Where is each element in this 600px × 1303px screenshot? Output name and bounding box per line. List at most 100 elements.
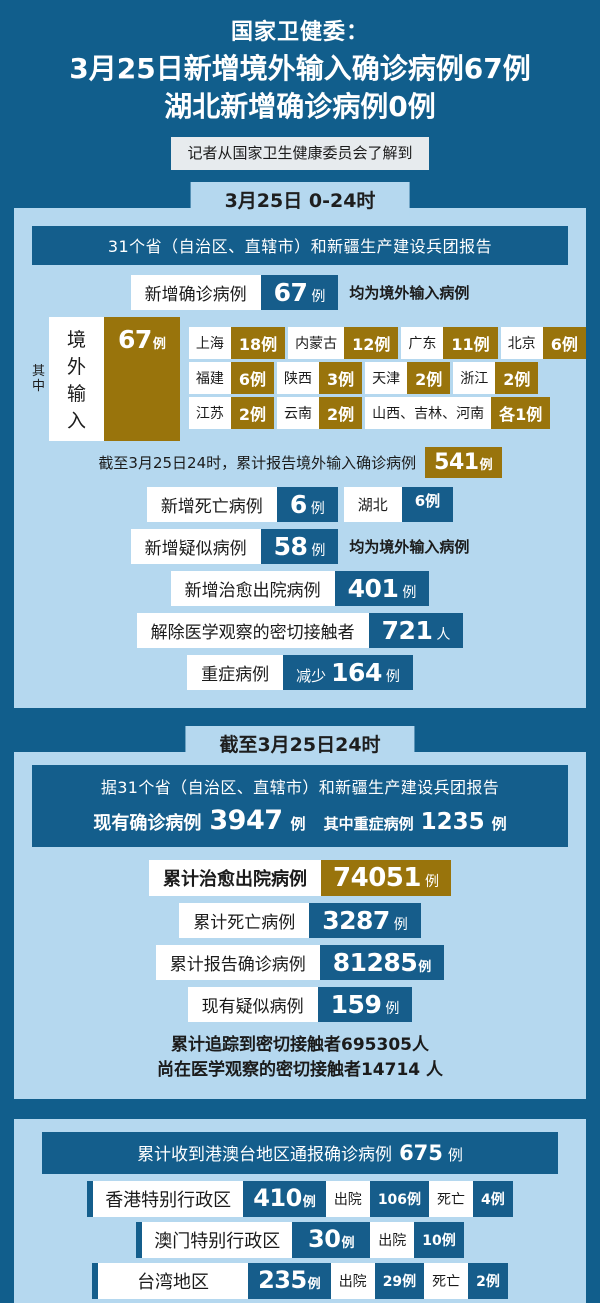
headline-line-1: 3月25日新增境外输入确诊病例67例 — [69, 52, 531, 85]
row-new-suspected: 新增疑似病例 58 例 均为境外输入病例 — [24, 529, 576, 564]
cumulative-confirmed-label: 累计报告确诊病例 — [155, 945, 320, 980]
qizhong-char-2: 中 — [32, 379, 46, 394]
new-deaths-label: 新增死亡病例 — [146, 487, 277, 522]
region-unit: 例 — [307, 1277, 321, 1292]
new-discharged-value-chip: 401 例 — [334, 571, 430, 606]
new-deaths-value: 6 — [289, 490, 307, 519]
province-row: 福建 6例 陕西 3例 天津 2例 浙江 2例 — [188, 361, 586, 394]
severe-cases-prefix: 减少 — [296, 667, 327, 685]
row-cumulative-deaths: 累计死亡病例 3287 例 — [24, 903, 576, 938]
province-value: 2例 — [495, 361, 539, 394]
region-value-chip: 410 例 — [243, 1181, 326, 1217]
current-confirmed-label: 现有确诊病例 — [93, 813, 202, 834]
regions-head-band: 累计收到港澳台地区通报确诊病例 675 例 — [42, 1132, 558, 1174]
region-discharge-value: 106例 — [369, 1181, 430, 1217]
province-value: 3例 — [318, 361, 363, 394]
region-name: 香港特别行政区 — [93, 1181, 244, 1217]
new-confirmed-value: 67 — [273, 278, 308, 307]
row-new-confirmed: 新增确诊病例 67 例 均为境外输入病例 — [24, 275, 576, 310]
row-severe-cases: 重症病例 减少 164 例 — [24, 655, 576, 690]
contacts-notes: 累计追踪到密切接触者695305人 尚在医学观察的密切接触者14714 人 — [24, 1033, 576, 1083]
row-cumulative-discharged: 累计治愈出院病例 74051 例 — [24, 860, 576, 896]
region-discharge-value: 29例 — [374, 1263, 425, 1299]
row-current-suspected: 现有疑似病例 159 例 — [24, 987, 576, 1022]
province-name: 上海 — [188, 326, 231, 359]
panel-regions: 累计收到港澳台地区通报确诊病例 675 例 香港特别行政区 410 例 出院 1… — [14, 1119, 586, 1303]
panel-2-wrapper: 截至3月25日24时 据31个省（自治区、直辖市）和新疆生产建设兵团报告 现有确… — [0, 726, 600, 1099]
imported-value: 67 — [118, 325, 152, 354]
new-suspected-value: 58 — [273, 532, 308, 561]
cumulative-imported-line: 截至3月25日24时，累计报告境外输入确诊病例 541 例 — [24, 447, 576, 478]
released-contacts-unit: 人 — [436, 627, 451, 643]
imported-unit: 例 — [152, 337, 166, 352]
cumulative-deaths-value-chip: 3287 例 — [309, 903, 421, 938]
regions-head-text: 累计收到港澳台地区通报确诊病例 — [137, 1145, 393, 1165]
province-value: 11例 — [443, 326, 498, 359]
region-unit: 例 — [341, 1236, 355, 1251]
severe-cases-unit-2: 例 — [491, 815, 507, 833]
new-deaths-hubei-value: 6例 — [414, 492, 441, 510]
panel-3-wrapper: 累计收到港澳台地区通报确诊病例 675 例 香港特别行政区 410 例 出院 1… — [0, 1119, 600, 1303]
current-suspected-value-chip: 159 例 — [317, 987, 413, 1022]
province-row: 上海 18例 内蒙古 12例 广东 11例 北京 6例 — [188, 326, 586, 359]
region-death-value: 2例 — [468, 1263, 508, 1299]
header-subnote: 记者从国家卫生健康委员会了解到 — [171, 137, 429, 170]
header-kicker: 国家卫健委： — [230, 20, 369, 45]
panel-2-report-line: 据31个省（自治区、直辖市）和新疆生产建设兵团报告 — [100, 778, 500, 797]
region-value: 410 — [253, 1184, 302, 1212]
province-value: 各1例 — [491, 396, 551, 429]
imported-label: 境外输入 — [49, 317, 105, 441]
province-value: 2例 — [318, 396, 363, 429]
province-grid: 上海 18例 内蒙古 12例 广东 11例 北京 6例 福建 6例 陕西 3例 … — [188, 326, 586, 432]
severe-cases-unit: 例 — [385, 669, 400, 685]
region-discharge-value: 10例 — [414, 1222, 464, 1258]
new-confirmed-note: 均为境外输入病例 — [349, 284, 470, 302]
regions-head-unit: 例 — [447, 1146, 463, 1164]
province-name: 广东 — [401, 326, 444, 359]
row-new-discharged: 新增治愈出院病例 401 例 — [24, 571, 576, 606]
header: 国家卫健委： 3月25日新增境外输入确诊病例67例 湖北新增确诊病例0例 记者从… — [0, 0, 600, 170]
province-value: 2例 — [407, 361, 451, 394]
new-discharged-label: 新增治愈出院病例 — [170, 571, 335, 606]
qizhong-char-1: 其 — [32, 364, 46, 379]
row-cumulative-confirmed: 累计报告确诊病例 81285 例 — [24, 945, 576, 980]
province-name: 天津 — [365, 361, 408, 394]
region-death-label: 死亡 — [429, 1181, 474, 1217]
new-confirmed-value-chip: 67 例 — [260, 275, 339, 310]
region-discharge-label: 出院 — [330, 1263, 375, 1299]
region-unit: 例 — [302, 1195, 316, 1210]
row-accent-bar — [92, 1263, 99, 1299]
regions-head-value: 675 — [399, 1141, 443, 1165]
new-suspected-note: 均为境外输入病例 — [349, 538, 470, 556]
current-suspected-label: 现有疑似病例 — [187, 987, 318, 1022]
table-row: 澳门特别行政区 30 例 出院 10例 — [24, 1222, 576, 1258]
headline-line-2: 湖北新增确诊病例0例 — [164, 90, 436, 123]
new-discharged-unit: 例 — [402, 585, 417, 601]
province-name: 云南 — [276, 396, 319, 429]
province-name: 陕西 — [276, 361, 319, 394]
panel-2-current-stats: 现有确诊病例 3947 例 其中重症病例 1235 例 — [42, 805, 558, 836]
cumulative-imported-unit: 例 — [479, 458, 493, 473]
row-accent-bar — [87, 1181, 94, 1217]
contacts-line-2: 尚在医学观察的密切接触者14714 人 — [156, 1060, 444, 1080]
new-confirmed-unit: 例 — [311, 289, 326, 305]
region-name: 澳门特别行政区 — [142, 1222, 293, 1258]
current-confirmed-unit: 例 — [290, 815, 306, 833]
row-new-deaths: 新增死亡病例 6 例 湖北 6例 — [24, 487, 576, 522]
province-value: 6例 — [542, 326, 586, 359]
imported-breakdown: 其 中 境外输入 67 例 上海 18例 内蒙古 12例 广东 11例 北京 — [32, 317, 586, 441]
table-row: 台湾地区 235 例 出院 29例 死亡 2例 — [24, 1263, 576, 1299]
province-value: 6例 — [230, 361, 274, 394]
contacts-line-1: 累计追踪到密切接触者695305人 — [171, 1035, 429, 1055]
released-contacts-label: 解除医学观察的密切接触者 — [136, 613, 369, 648]
severe-cases-value: 164 — [331, 658, 382, 687]
panel-daily: 3月25日 0-24时 31个省（自治区、直辖市）和新疆生产建设兵团报告 新增确… — [14, 182, 586, 708]
cumulative-confirmed-value-chip: 81285 例 — [319, 945, 445, 980]
region-value: 235 — [258, 1266, 307, 1294]
province-value: 12例 — [344, 326, 399, 359]
imported-chip: 境外输入 67 例 — [49, 317, 180, 441]
cumulative-confirmed-value: 81285 — [332, 948, 418, 977]
released-contacts-value: 721 — [381, 616, 433, 645]
province-name: 江苏 — [188, 396, 231, 429]
